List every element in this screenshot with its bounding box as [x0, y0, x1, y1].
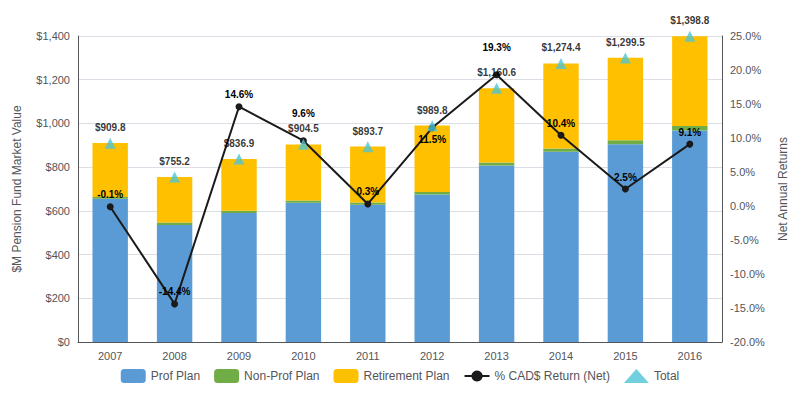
svg-text:2.5%: 2.5% — [614, 172, 637, 183]
svg-text:Net Annual Returns: Net Annual Returns — [776, 137, 790, 241]
svg-text:$1,160.6: $1,160.6 — [477, 67, 516, 78]
svg-text:5.0%: 5.0% — [730, 166, 755, 178]
svg-text:Non-Prof Plan: Non-Prof Plan — [244, 369, 319, 383]
svg-text:$600: $600 — [46, 205, 70, 217]
svg-text:9.1%: 9.1% — [678, 127, 701, 138]
svg-text:$1,398.8: $1,398.8 — [670, 15, 709, 26]
svg-text:$836.9: $836.9 — [224, 138, 255, 149]
svg-text:15.0%: 15.0% — [730, 98, 761, 110]
svg-text:$M Pension Fund Market Value: $M Pension Fund Market Value — [10, 105, 24, 273]
svg-text:2014: 2014 — [549, 350, 573, 362]
svg-text:$989.8: $989.8 — [417, 105, 448, 116]
svg-text:$755.2: $755.2 — [159, 156, 190, 167]
svg-text:11.5%: 11.5% — [418, 134, 446, 145]
svg-text:$893.7: $893.7 — [353, 126, 384, 137]
svg-text:$400: $400 — [46, 249, 70, 261]
svg-text:$1,200: $1,200 — [36, 74, 70, 86]
svg-text:2013: 2013 — [484, 350, 508, 362]
svg-text:-5.0%: -5.0% — [730, 234, 759, 246]
svg-text:2015: 2015 — [613, 350, 637, 362]
svg-text:Total: Total — [654, 369, 679, 383]
svg-text:$904.5: $904.5 — [288, 123, 319, 134]
svg-text:$800: $800 — [46, 161, 70, 173]
svg-text:2009: 2009 — [227, 350, 251, 362]
svg-text:20.0%: 20.0% — [730, 64, 761, 76]
svg-text:2008: 2008 — [162, 350, 186, 362]
svg-text:-0.1%: -0.1% — [97, 189, 123, 200]
svg-text:$1,400: $1,400 — [36, 30, 70, 42]
svg-text:$1,299.5: $1,299.5 — [606, 37, 645, 48]
svg-text:0.0%: 0.0% — [730, 200, 755, 212]
svg-text:19.3%: 19.3% — [482, 42, 510, 53]
svg-text:$200: $200 — [46, 292, 70, 304]
svg-text:10.4%: 10.4% — [547, 118, 575, 129]
svg-text:2007: 2007 — [98, 350, 122, 362]
svg-text:9.6%: 9.6% — [292, 108, 315, 119]
svg-text:2011: 2011 — [356, 350, 380, 362]
svg-text:10.0%: 10.0% — [730, 132, 761, 144]
svg-text:$1,274.4: $1,274.4 — [542, 42, 581, 53]
svg-text:2012: 2012 — [420, 350, 444, 362]
svg-text:$909.8: $909.8 — [95, 122, 126, 133]
svg-text:Retirement Plan: Retirement Plan — [363, 369, 449, 383]
svg-text:% CAD$ Return (Net): % CAD$ Return (Net) — [495, 369, 610, 383]
svg-text:0.3%: 0.3% — [356, 186, 379, 197]
svg-text:25.0%: 25.0% — [730, 30, 761, 42]
svg-text:-15.0%: -15.0% — [730, 302, 765, 314]
svg-text:$0: $0 — [58, 336, 70, 348]
svg-text:14.6%: 14.6% — [225, 89, 253, 100]
svg-text:-20.0%: -20.0% — [730, 336, 765, 348]
svg-text:-10.0%: -10.0% — [730, 268, 765, 280]
svg-text:2016: 2016 — [678, 350, 702, 362]
svg-text:$1,000: $1,000 — [36, 117, 70, 129]
svg-text:Prof Plan: Prof Plan — [151, 369, 200, 383]
svg-text:-14.4%: -14.4% — [159, 286, 191, 297]
svg-text:2010: 2010 — [291, 350, 315, 362]
